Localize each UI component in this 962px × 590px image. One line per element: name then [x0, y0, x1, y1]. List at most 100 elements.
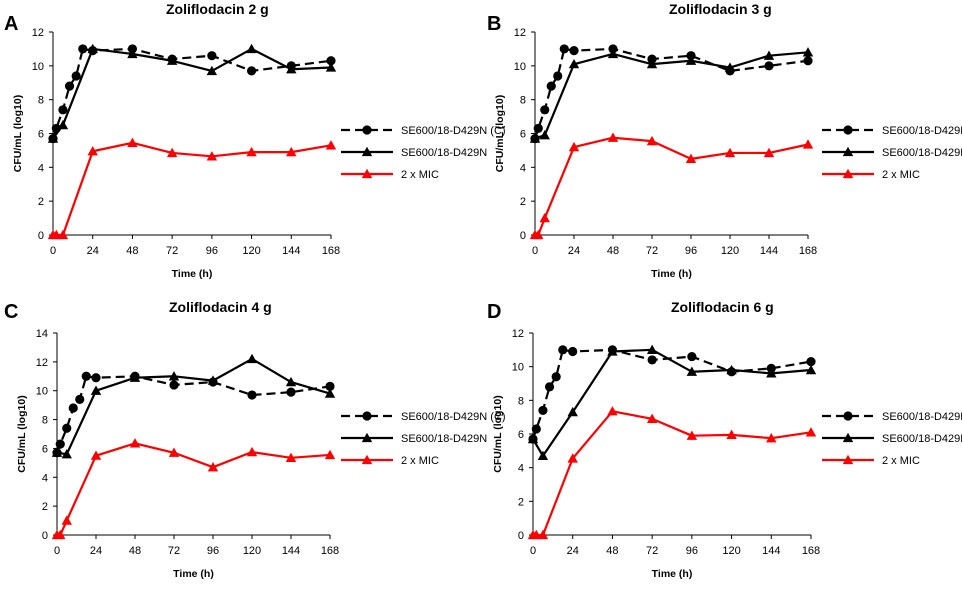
data-point	[246, 446, 258, 457]
data-point	[81, 371, 91, 381]
y-tick-label: 6	[520, 129, 526, 141]
x-tick-label: 48	[606, 545, 618, 557]
legend-label: SE600/18-D429N (C)	[401, 125, 506, 137]
data-point	[685, 55, 697, 65]
data-point	[537, 450, 549, 461]
x-tick-label: 168	[321, 545, 339, 557]
legend: SE600/18-D429N (C) SE600/18-D429N 2 x MIC	[341, 125, 506, 181]
y-tick-label: 4	[42, 472, 48, 484]
data-point	[207, 461, 219, 472]
data-point	[553, 71, 563, 81]
data-point	[607, 406, 618, 416]
y-tick-label: 8	[520, 95, 526, 107]
legend-label: 2 x MIC	[401, 169, 439, 181]
data-point	[726, 429, 737, 440]
data-point	[805, 364, 817, 375]
data-point	[764, 61, 774, 71]
panel-letter: D	[487, 301, 501, 323]
legend-marker	[361, 432, 373, 443]
data-point	[724, 147, 736, 158]
legend-marker	[843, 125, 853, 135]
legend-marker	[362, 125, 372, 135]
series-2	[529, 132, 814, 240]
data-point	[58, 105, 68, 115]
data-point	[540, 105, 550, 115]
x-tick-label: 120	[722, 545, 740, 557]
y-tick-label: 2	[520, 196, 526, 208]
data-point	[168, 371, 180, 381]
data-point	[646, 135, 658, 146]
data-point	[51, 447, 63, 457]
chart-title: Zoliflodacin 2 g	[166, 1, 269, 17]
x-axis-title: Time (h)	[652, 568, 693, 580]
data-point	[286, 146, 297, 157]
data-point	[166, 147, 178, 158]
data-point	[546, 81, 556, 91]
legend-marker	[361, 454, 373, 465]
data-point	[803, 56, 813, 66]
x-tick-label: 72	[168, 545, 180, 557]
legend-marker	[842, 432, 854, 443]
data-point	[647, 355, 657, 365]
y-axis-title: CFU/mL (log10)	[494, 95, 506, 172]
x-tick-label: 144	[760, 245, 778, 257]
data-point	[206, 151, 218, 161]
series-line	[533, 410, 812, 537]
chart-title: Zoliflodacin 6 g	[671, 299, 774, 315]
x-tick-label: 24	[90, 545, 102, 557]
data-point	[247, 390, 257, 400]
data-point	[569, 46, 579, 56]
data-point	[325, 381, 335, 391]
y-tick-label: 10	[32, 61, 44, 73]
data-point	[527, 433, 539, 444]
data-point	[129, 438, 141, 448]
data-point	[763, 50, 775, 60]
y-tick-label: 8	[42, 415, 48, 427]
y-tick-label: 6	[38, 129, 44, 141]
legend: SE600/18-D429N (C) SE600/18-D429N 2 x MIC	[341, 411, 506, 467]
data-point	[766, 433, 777, 443]
legend-label: SE600/18-D429N (C)	[882, 125, 962, 137]
data-point	[246, 66, 257, 76]
legend-label: SE600/18-D429N	[882, 433, 962, 445]
x-axis-title: Time (h)	[172, 268, 213, 280]
x-tick-label: 0	[532, 245, 538, 257]
x-axis-title: Time (h)	[651, 268, 692, 280]
data-point	[686, 366, 698, 376]
series-1	[529, 47, 814, 143]
data-point	[87, 146, 98, 156]
data-point	[558, 345, 568, 355]
x-tick-label: 96	[685, 245, 697, 257]
data-point	[90, 385, 102, 395]
y-tick-label: 4	[38, 162, 44, 174]
y-tick-label: 12	[32, 27, 44, 39]
y-tick-label: 10	[36, 386, 48, 398]
data-point	[559, 44, 569, 54]
y-tick-label: 14	[36, 328, 48, 340]
x-tick-label: 48	[126, 245, 138, 257]
data-point	[537, 529, 549, 540]
data-point	[325, 140, 337, 150]
data-point	[763, 147, 775, 158]
y-tick-label: 10	[514, 61, 526, 73]
x-tick-label: 96	[206, 245, 218, 257]
panel-letter: C	[4, 301, 18, 323]
x-tick-label: 24	[568, 245, 580, 257]
x-tick-label: 0	[54, 545, 60, 557]
data-point	[324, 388, 336, 398]
data-point	[805, 427, 817, 437]
legend-label: SE600/18-D429N	[401, 433, 487, 445]
series-1	[47, 43, 337, 143]
data-point	[544, 382, 555, 392]
legend-label: SE600/18-D429N (C)	[882, 411, 962, 423]
data-point	[685, 153, 697, 164]
y-tick-label: 2	[518, 496, 524, 508]
data-point	[286, 64, 297, 74]
chart-title: Zoliflodacin 3 g	[669, 1, 772, 17]
legend-marker	[362, 411, 372, 421]
legend-label: 2 x MIC	[401, 455, 439, 467]
